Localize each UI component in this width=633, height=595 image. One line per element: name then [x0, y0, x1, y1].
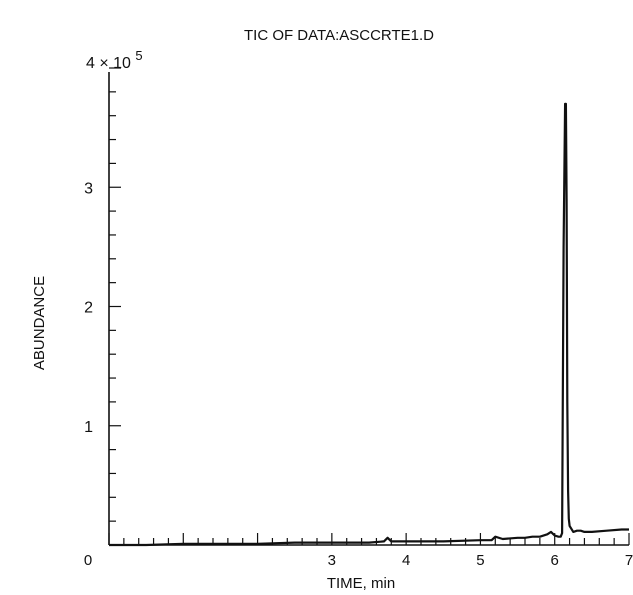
y-axis-label: ABUNDANCE — [31, 276, 48, 370]
y-tick-label: 2 — [84, 300, 93, 317]
y-tick-label: 1 — [84, 419, 93, 436]
x-axis-label: TIME, min — [327, 575, 395, 592]
x-tick-label: 3 — [328, 552, 336, 569]
x-tick-label: 7 — [625, 552, 633, 569]
axes-ticks: 0 3 4 5 6 7 1 2 3 — [84, 67, 633, 569]
x-tick-label: 0 — [84, 552, 92, 569]
tic-trace-line — [109, 102, 629, 547]
x-tick-label: 5 — [476, 552, 484, 569]
y-tick-label: 3 — [84, 180, 93, 197]
y-multiplier-base: 4 × 10 — [86, 55, 131, 72]
chart-title: TIC OF DATA:ASCCRTE1.D — [244, 27, 434, 44]
x-tick-label: 4 — [402, 552, 410, 569]
x-tick-label: 6 — [551, 552, 559, 569]
y-multiplier-exponent: 5 — [135, 48, 142, 63]
series-layer — [109, 102, 629, 547]
